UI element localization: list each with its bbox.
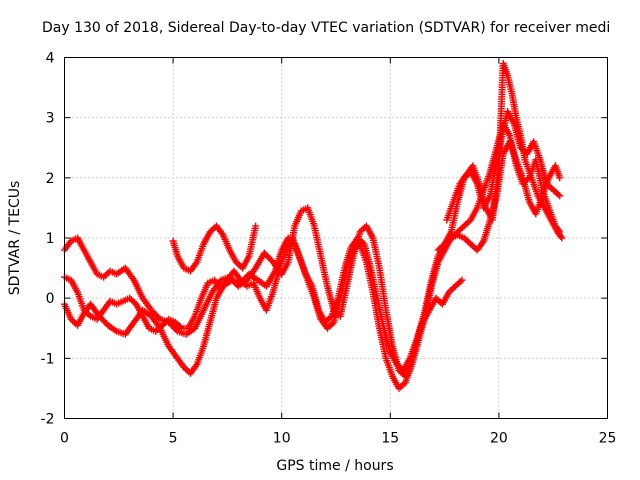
series-track-4 xyxy=(169,222,260,275)
x-tick-labels: 0 5 10 15 20 25 xyxy=(60,57,617,447)
data-point xyxy=(328,320,336,328)
data-point xyxy=(554,190,562,198)
series-track-5 xyxy=(443,60,566,242)
y-tick-label: 0 xyxy=(46,291,55,307)
data-point xyxy=(326,314,334,322)
y-tick-label: 1 xyxy=(46,231,55,247)
data-point xyxy=(465,217,473,225)
y-tick-labels: -2 -1 0 1 2 3 4 xyxy=(41,51,608,428)
y-tick-label: 4 xyxy=(46,51,55,67)
series-track-2 xyxy=(61,108,564,380)
data-marks xyxy=(61,60,566,392)
x-tick-label: 15 xyxy=(381,431,399,447)
x-tick-label: 0 xyxy=(60,431,69,447)
data-point xyxy=(556,192,564,200)
data-point xyxy=(155,314,163,322)
y-tick-label: 2 xyxy=(46,171,55,187)
series-track-3 xyxy=(61,234,466,374)
data-point xyxy=(252,222,260,230)
data-point xyxy=(556,174,564,182)
data-point xyxy=(558,234,566,242)
data-point xyxy=(176,323,184,331)
data-point xyxy=(359,239,367,247)
data-point xyxy=(172,326,180,334)
y-tick-label: 3 xyxy=(46,111,55,127)
x-tick-label: 20 xyxy=(490,431,508,447)
data-point xyxy=(131,299,139,307)
data-point xyxy=(456,278,464,286)
plot-frame xyxy=(64,57,608,419)
data-point xyxy=(445,236,453,244)
y-axis-label: SDTVAR / TECUs xyxy=(7,181,23,296)
x-tick-label: 5 xyxy=(169,431,178,447)
chart-title: Day 130 of 2018, Sidereal Day-to-day VTE… xyxy=(42,20,610,36)
data-point xyxy=(85,311,93,319)
series-track-6 xyxy=(434,138,564,254)
x-tick-label: 25 xyxy=(599,431,617,447)
y-tick-label: -2 xyxy=(41,412,55,428)
data-point xyxy=(458,276,466,284)
series-track-1 xyxy=(61,120,564,392)
data-point xyxy=(557,232,565,240)
y-tick-label: -1 xyxy=(41,351,55,367)
data-point xyxy=(400,380,408,388)
grid-lines xyxy=(64,57,608,419)
x-axis-label: GPS time / hours xyxy=(276,458,393,474)
x-tick-label: 10 xyxy=(273,431,291,447)
